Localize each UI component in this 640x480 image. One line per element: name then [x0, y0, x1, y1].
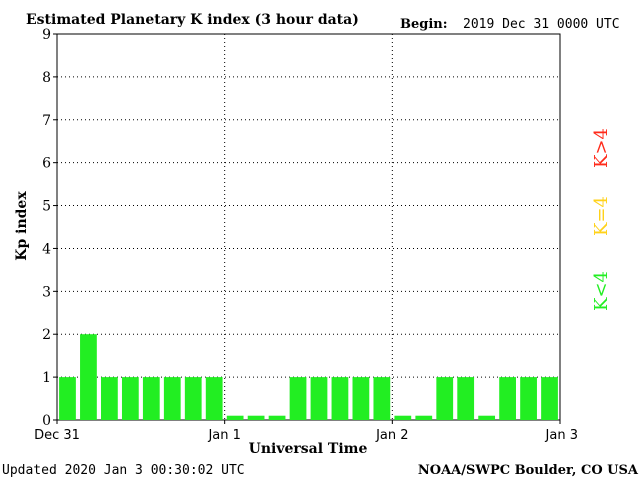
- begin-value: 2019 Dec 31 0000 UTC: [463, 17, 620, 32]
- kp-bar: [499, 377, 516, 420]
- chart-title: Estimated Planetary K index (3 hour data…: [26, 12, 359, 28]
- source-credit: NOAA/SWPC Boulder, CO USA: [418, 463, 639, 478]
- y-tick-label: 4: [42, 241, 51, 257]
- begin-label: Begin:: [400, 17, 448, 32]
- y-tick-label: 0: [42, 413, 51, 429]
- kp-bar: [247, 415, 265, 420]
- x-tick-label: Jan 1: [207, 428, 240, 443]
- kp-bar: [101, 377, 118, 420]
- kp-bar: [80, 334, 97, 420]
- kp-bar: [59, 377, 76, 420]
- y-tick-label: 1: [42, 370, 51, 386]
- kp-bar: [478, 415, 496, 420]
- kp-bar: [373, 377, 391, 420]
- y-tick-label: 7: [42, 113, 51, 129]
- x-tick-label: Jan 2: [375, 428, 408, 443]
- kp-bar: [268, 415, 286, 420]
- legend-k-equal-4: K=4: [591, 196, 612, 236]
- kp-bar: [541, 377, 558, 420]
- kp-bar: [331, 377, 349, 420]
- kp-bar: [457, 377, 475, 420]
- plot-frame: [56, 33, 561, 421]
- y-tick-label: 8: [42, 70, 51, 86]
- x-axis-label: Universal Time: [249, 441, 368, 457]
- kp-bar: [163, 377, 181, 420]
- y-axis-label: Kp index: [14, 191, 30, 261]
- legend-k-less-4: K<4: [591, 271, 612, 311]
- kp-bar: [520, 377, 537, 420]
- kp-bar: [352, 377, 370, 420]
- kp-bar: [121, 377, 139, 420]
- kp-bar: [142, 377, 160, 420]
- x-tick-label: Jan 3: [545, 428, 578, 443]
- kp-bar: [184, 377, 202, 420]
- x-tick-label: Dec 31: [34, 428, 80, 443]
- y-tick-label: 2: [42, 327, 51, 343]
- kp-bar: [310, 377, 328, 420]
- kp-bar: [436, 377, 454, 420]
- plot-area: 0 1 2 3 4 5 6 7 8 9 Dec 31 Jan 1 Jan 2 Jan 3: [34, 27, 578, 443]
- kp-bar: [226, 415, 244, 420]
- updated-timestamp: Updated 2020 Jan 3 00:30:02 UTC: [2, 463, 245, 478]
- y-tick-label: 9: [42, 27, 51, 43]
- kp-bar: [289, 377, 307, 420]
- y-tick-label: 5: [42, 199, 51, 215]
- kp-bar: [205, 377, 223, 420]
- kp-bar: [394, 415, 412, 420]
- legend-k-greater-4: K>4: [591, 128, 612, 168]
- y-tick-label: 3: [42, 284, 51, 300]
- y-tick-label: 6: [42, 156, 51, 172]
- kp-bar: [415, 415, 433, 420]
